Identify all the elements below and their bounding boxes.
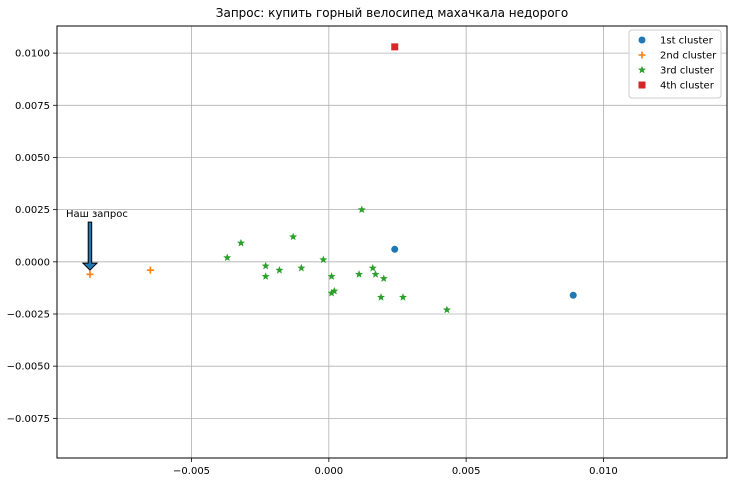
- y-tick-label: 0.0050: [15, 153, 50, 164]
- data-point: [236, 238, 245, 247]
- data-point: [355, 270, 364, 278]
- data-point: [330, 286, 339, 295]
- data-point: [275, 265, 284, 274]
- data-point: [327, 288, 336, 297]
- data-points: [86, 43, 577, 314]
- y-tick-label: 0.0025: [15, 205, 50, 216]
- data-point: [261, 272, 270, 280]
- x-tick-label: 0.010: [589, 466, 618, 477]
- legend-marker: [638, 36, 646, 44]
- data-point: [146, 266, 154, 274]
- data-point: [371, 270, 380, 278]
- legend-label: 4th cluster: [660, 81, 715, 92]
- legend-label: 2nd cluster: [660, 51, 717, 62]
- data-point: [442, 305, 451, 314]
- data-point: [327, 272, 336, 280]
- annotation-arrow: [81, 221, 99, 271]
- y-tick-label: −0.0025: [7, 310, 50, 321]
- chart-title: Запрос: купить горный велосипед махачкал…: [216, 6, 568, 20]
- annotation-label: Наш запрос: [66, 209, 128, 220]
- y-axis: −0.0075 −0.0050 −0.0025 0.0000 0.0025 0.0050 0…: [7, 49, 57, 425]
- x-tick-label: 0.000: [315, 466, 344, 477]
- data-point: [86, 270, 94, 278]
- data-point: [569, 291, 577, 299]
- data-point: [391, 43, 399, 51]
- data-point: [223, 253, 232, 262]
- legend-marker: [638, 81, 646, 89]
- legend: 1st cluster 2nd cluster 3rd cluster 4th clu…: [628, 29, 722, 99]
- data-point: [379, 274, 388, 282]
- legend-marker: [638, 65, 646, 74]
- legend-marker: [638, 51, 646, 59]
- x-tick-label: 0.005: [452, 466, 481, 477]
- plot-frame: [56, 25, 728, 459]
- x-axis: −0.005 0.000 0.005 0.010: [173, 458, 618, 477]
- y-tick-label: 0.0100: [15, 49, 50, 60]
- data-point: [398, 293, 407, 301]
- data-point: [319, 255, 328, 264]
- y-tick-label: −0.0050: [7, 362, 50, 373]
- annotation: Наш запрос: [66, 209, 128, 271]
- data-point: [261, 261, 270, 270]
- data-point: [377, 293, 386, 301]
- y-tick-label: 0.0075: [15, 101, 50, 112]
- grid: [57, 26, 727, 458]
- data-point: [289, 232, 298, 241]
- data-point: [297, 263, 306, 272]
- y-tick-label: 0.0000: [15, 257, 50, 268]
- data-point: [368, 263, 377, 272]
- data-point: [357, 205, 366, 214]
- legend-label: 3rd cluster: [660, 66, 715, 77]
- x-tick-label: −0.005: [173, 466, 210, 477]
- data-point: [391, 245, 399, 253]
- legend-box: [628, 29, 722, 99]
- y-tick-label: −0.0075: [7, 414, 50, 425]
- legend-label: 1st cluster: [660, 36, 714, 47]
